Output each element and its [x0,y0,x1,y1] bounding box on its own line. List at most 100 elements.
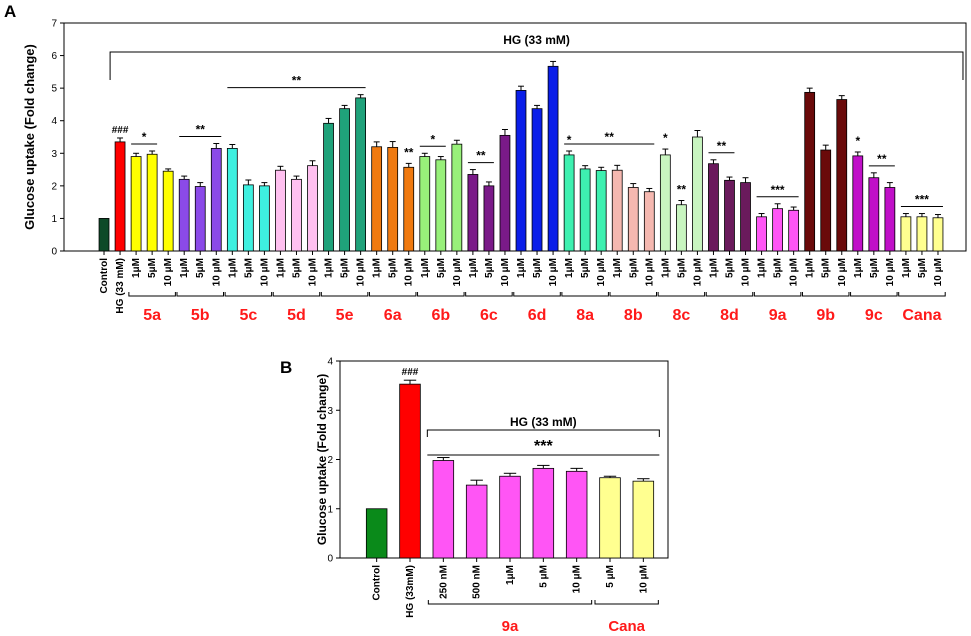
x-tick-label: 5 μM [605,565,616,588]
x-tick-label: 5μM [676,258,687,278]
group-label: 9b [816,307,835,324]
x-tick-label: 10 μM [789,258,800,286]
bar [355,97,366,252]
group-bracket [657,292,706,297]
bar [659,154,671,252]
bar [532,467,555,559]
bar [483,185,495,252]
x-tick-label: 5μM [773,258,784,278]
significance-mark: * [663,131,668,145]
significance-mark: ** [292,74,302,88]
group-bracket [801,292,850,297]
bar [178,178,190,252]
bar [98,218,110,252]
x-tick-label: 1μM [324,258,335,278]
bar [399,383,421,559]
bar [884,187,896,252]
x-tick-label: 1μM [420,258,431,278]
bar [432,460,455,559]
bar [419,156,431,252]
significance-mark: ** [196,123,206,137]
bar [162,170,174,252]
y-tick-label: 2 [51,181,57,192]
group-label: 5e [336,307,354,324]
group-label: 8b [624,307,643,324]
bar [146,153,158,252]
panel-a-label: A [4,2,16,21]
x-tick-label: 500 nM [472,565,483,599]
x-tick-label: 1μM [516,258,527,278]
bar [275,169,286,252]
group-bracket [594,600,659,605]
y-axis-label: Glucose uptake (Fold change) [315,374,329,545]
group-bracket [753,292,802,297]
bar [599,477,621,559]
bar [595,170,607,252]
significance-mark: *** [915,193,929,207]
significance-mark: * [142,130,147,144]
x-tick-label: 5μM [821,258,832,278]
bar [611,169,623,252]
bar [632,480,655,559]
significance-mark: * [855,134,860,148]
x-tick-label: 1μM [468,258,479,278]
group-label: 8d [720,307,739,324]
bar [371,146,383,252]
x-tick-label: 1μM [805,258,816,278]
group-bracket [513,292,561,297]
group-label: 6a [384,307,402,324]
group-bracket [224,292,273,297]
bar [323,122,334,252]
y-axis-label: Glucose uptake (Fold change) [22,44,37,230]
bar [932,217,944,252]
bar [820,149,832,252]
bar [339,108,350,252]
y-tick-label: 4 [51,116,57,127]
x-tick-label: 5μM [532,258,543,278]
group-label: 6d [528,307,547,324]
x-tick-label: HG (33mM) [405,565,416,618]
x-tick-label: 10 μM [500,258,511,286]
bar [565,470,588,559]
x-tick-label: 10 μM [404,258,415,286]
x-tick-label: HG (33 mM) [115,258,126,314]
bar [836,99,848,252]
y-tick-label: 3 [51,149,57,160]
group-label: 9a [769,307,787,324]
x-tick-label: 10 μM [211,258,222,286]
x-tick-label: 5μM [291,258,302,278]
x-tick-label: 1μM [564,258,575,278]
x-tick-label: 10 μM [308,258,319,286]
significance-mark: * [430,132,435,146]
x-tick-label: 1μM [757,258,768,278]
group-label: Cana [902,307,941,324]
x-tick-label: 1μM [372,258,383,278]
x-tick-label: 1μM [131,258,142,278]
bar [916,216,928,252]
group-bracket [368,292,417,297]
group-label: 8c [672,307,690,324]
group-label: 5c [239,307,257,324]
group-bracket [427,600,593,605]
bar [788,209,800,252]
y-tick-label: 5 [51,84,57,95]
bar [226,147,238,252]
bar [724,179,735,252]
bar [467,174,479,252]
bar [194,186,206,252]
x-tick-label: 5μM [243,258,254,278]
x-tick-label: 10 μM [452,258,463,286]
treatment-bracket [426,429,660,437]
bar [563,154,575,252]
significance-mark: ** [605,130,615,144]
chart-b: 0 1 2 3 4 Glucose uptake (Fold change) Control… [315,357,669,635]
bar [547,65,559,252]
x-tick-label: 1μM [901,258,912,278]
x-tick-label: 10 μM [259,258,270,286]
y-tick-label: 4 [327,357,333,368]
x-tick-label: 5μM [195,258,206,278]
group-label: 5a [143,307,161,324]
group-label: 5b [191,307,210,324]
bar [579,168,591,252]
